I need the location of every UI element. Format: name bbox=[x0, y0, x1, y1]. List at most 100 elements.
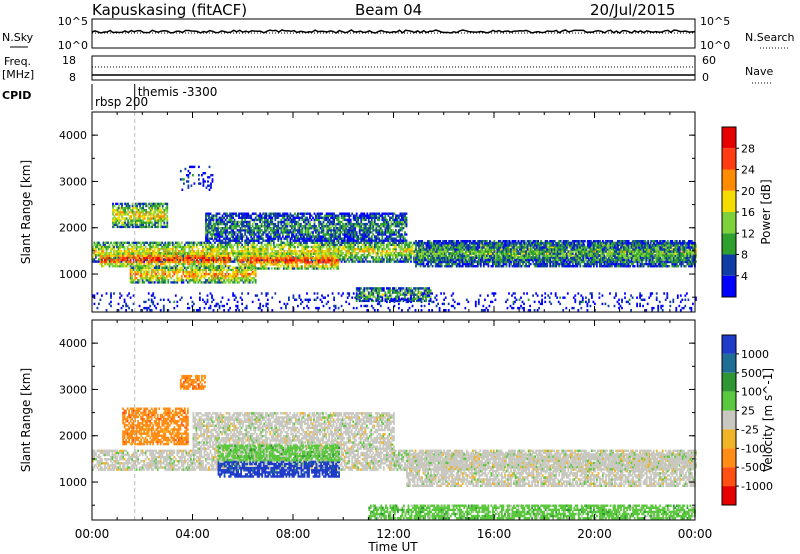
heatmap-cell bbox=[538, 265, 541, 268]
heatmap-cell bbox=[104, 260, 106, 264]
heatmap-cell bbox=[616, 256, 619, 259]
heatmap-cell bbox=[237, 263, 240, 266]
heatmap-cell bbox=[461, 265, 464, 268]
heatmap-cell bbox=[689, 241, 691, 244]
heatmap-cell bbox=[489, 244, 491, 247]
heatmap-cell bbox=[297, 243, 299, 247]
heatmap-cell bbox=[352, 243, 355, 247]
heatmap-cell bbox=[540, 246, 542, 249]
heatmap-cell bbox=[177, 262, 180, 266]
heatmap-cell bbox=[430, 262, 432, 266]
heatmap-cell bbox=[510, 260, 512, 264]
heatmap-cell bbox=[238, 250, 240, 253]
heatmap-cell bbox=[496, 254, 499, 257]
heatmap-cell bbox=[366, 245, 369, 249]
heatmap-cell bbox=[427, 252, 429, 255]
heatmap-cell bbox=[398, 245, 400, 249]
heatmap-cell bbox=[120, 258, 123, 262]
heatmap-cell bbox=[535, 248, 538, 251]
heatmap-cell bbox=[193, 256, 195, 260]
heatmap-cell bbox=[384, 254, 387, 257]
heatmap-cell bbox=[431, 252, 434, 255]
heatmap-cell bbox=[311, 252, 314, 256]
heatmap-cell bbox=[402, 250, 405, 253]
heatmap-cell bbox=[123, 258, 126, 262]
heatmap-cell bbox=[505, 242, 508, 245]
heatmap-cell bbox=[441, 245, 444, 249]
heatmap-cell bbox=[573, 248, 576, 251]
heatmap-cell bbox=[272, 245, 275, 249]
heatmap-cell bbox=[514, 244, 517, 247]
heatmap-cell bbox=[640, 256, 643, 259]
heatmap-cell bbox=[589, 258, 592, 261]
heatmap-cell bbox=[354, 260, 357, 263]
heatmap-cell bbox=[555, 248, 558, 251]
heatmap-cell bbox=[218, 243, 221, 247]
heatmap-cell bbox=[553, 240, 556, 243]
heatmap-cell bbox=[393, 252, 396, 255]
heatmap-cell bbox=[340, 254, 343, 257]
heatmap-cell bbox=[108, 245, 111, 249]
heatmap-cell bbox=[167, 241, 170, 244]
heatmap-cell bbox=[415, 250, 417, 253]
heatmap-cell bbox=[197, 252, 200, 255]
heatmap-cell bbox=[504, 252, 506, 255]
heatmap-cell bbox=[254, 265, 257, 268]
heatmap-cell bbox=[439, 246, 441, 249]
heatmap-cell bbox=[425, 248, 428, 251]
heatmap-cell bbox=[558, 262, 561, 266]
heatmap-cell bbox=[541, 250, 544, 253]
heatmap-cell bbox=[236, 250, 239, 253]
heatmap-cell bbox=[98, 247, 100, 251]
heatmap-cell bbox=[328, 245, 331, 249]
heatmap-cell bbox=[152, 254, 155, 257]
heatmap-cell bbox=[329, 265, 332, 268]
heatmap-cell bbox=[457, 248, 460, 251]
heatmap-cell bbox=[488, 247, 491, 251]
heatmap-cell bbox=[150, 262, 153, 266]
heatmap-cell bbox=[196, 258, 198, 262]
heatmap-cell bbox=[475, 252, 478, 255]
heatmap-cell bbox=[505, 244, 508, 247]
heatmap-cell bbox=[480, 243, 483, 247]
heatmap-cell bbox=[325, 250, 328, 253]
heatmap-cell bbox=[538, 250, 541, 253]
heatmap-cell bbox=[418, 248, 420, 251]
heatmap-cell bbox=[272, 263, 275, 266]
heatmap-cell bbox=[227, 241, 230, 244]
heatmap-cell bbox=[299, 265, 302, 268]
heatmap-cell bbox=[419, 250, 422, 253]
heatmap-cell bbox=[120, 265, 123, 268]
heatmap-cell bbox=[214, 260, 216, 264]
heatmap-cell bbox=[552, 240, 555, 243]
heatmap-cell bbox=[408, 243, 411, 247]
heatmap-cell bbox=[164, 252, 167, 255]
heatmap-cell bbox=[525, 260, 527, 264]
heatmap-cell bbox=[263, 252, 266, 256]
heatmap-cell bbox=[171, 241, 174, 244]
heatmap-cell bbox=[113, 256, 115, 259]
heatmap-cell bbox=[138, 256, 141, 260]
heatmap-cell bbox=[532, 258, 535, 262]
heatmap-cell bbox=[661, 252, 664, 255]
heatmap-cell bbox=[619, 241, 622, 244]
heatmap-cell bbox=[188, 247, 191, 251]
heatmap-cell bbox=[313, 250, 316, 253]
heatmap-cell bbox=[108, 243, 111, 247]
heatmap-cell bbox=[511, 254, 513, 257]
heatmap-cell bbox=[182, 247, 185, 251]
heatmap-cell bbox=[182, 265, 185, 268]
heatmap-cell bbox=[446, 242, 449, 245]
heatmap-cell bbox=[190, 241, 192, 244]
heatmap-cell bbox=[282, 256, 285, 260]
heatmap-cell bbox=[401, 254, 403, 257]
heatmap-cell bbox=[171, 245, 174, 249]
heatmap-cell bbox=[404, 258, 406, 261]
heatmap-cell bbox=[513, 260, 515, 264]
heatmap-cell bbox=[137, 258, 139, 262]
heatmap-cell bbox=[562, 258, 565, 262]
heatmap-cell bbox=[511, 256, 514, 260]
heatmap-cell bbox=[180, 252, 183, 255]
heatmap-cell bbox=[498, 246, 500, 249]
heatmap-cell bbox=[496, 248, 499, 251]
